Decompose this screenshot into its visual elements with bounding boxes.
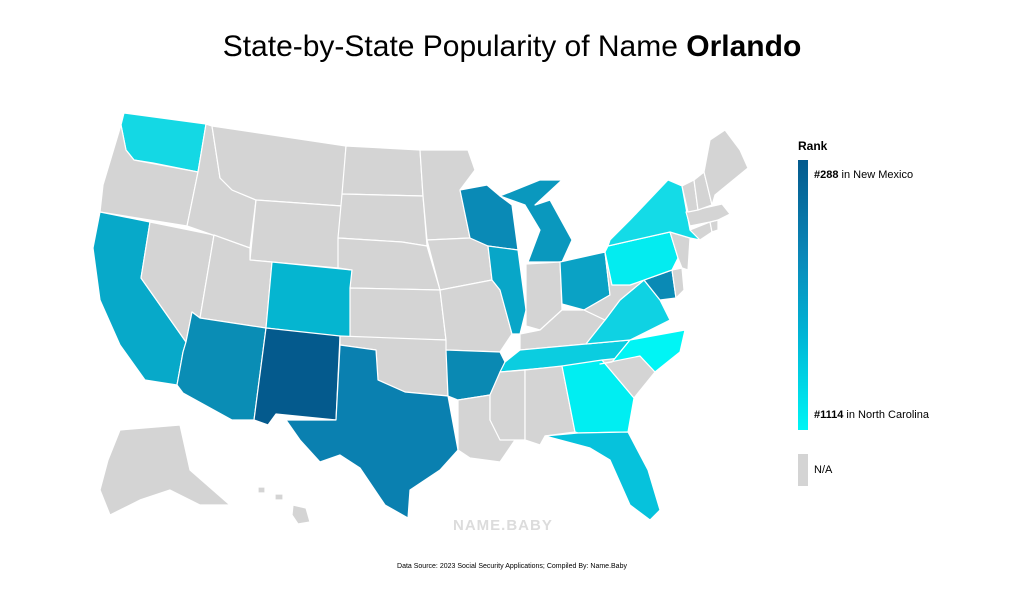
state-florida	[544, 431, 661, 521]
legend-min-label: #1114 in North Carolina	[814, 409, 929, 421]
state-texas	[285, 344, 459, 519]
state-new-mexico	[253, 327, 341, 426]
chart-title: State-by-State Popularity of Name Orland…	[0, 30, 1024, 64]
legend-na-label: N/A	[814, 464, 833, 476]
state-wyoming	[249, 199, 343, 269]
legend-title: Rank	[798, 139, 828, 153]
state-massachusetts	[685, 203, 731, 227]
legend-max-label: #288 in New Mexico	[814, 169, 914, 181]
state-delaware	[671, 267, 685, 299]
state-arizona	[176, 311, 267, 421]
state-hawaii	[257, 486, 311, 525]
state-north-dakota	[341, 145, 424, 197]
state-wisconsin	[459, 184, 519, 251]
state-colorado	[265, 261, 353, 339]
title-name: Orlando	[686, 30, 802, 63]
data-source-note: Data Source: 2023 Social Security Applic…	[397, 563, 627, 570]
legend-color-bar	[798, 160, 808, 430]
title-prefix: State-by-State Popularity of Name	[222, 30, 687, 63]
state-nebraska	[337, 237, 441, 291]
state-kansas	[349, 287, 447, 341]
state-maine	[703, 129, 749, 206]
state-north-carolina	[599, 329, 686, 373]
watermark-logo: NAME.BABY	[453, 517, 553, 534]
legend-na-swatch	[798, 454, 808, 486]
state-south-dakota	[337, 193, 428, 247]
state-michigan	[499, 179, 573, 263]
state-illinois	[487, 245, 527, 335]
state-alaska	[99, 424, 231, 516]
